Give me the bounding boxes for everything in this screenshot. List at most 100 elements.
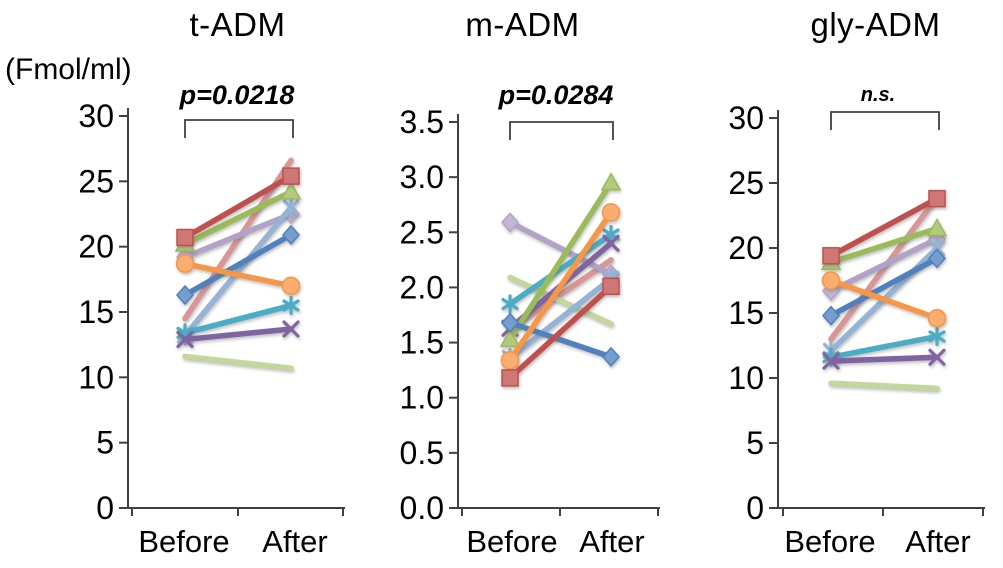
significance-bracket xyxy=(184,119,294,138)
y-tick-label: 5 xyxy=(96,425,114,461)
series-line xyxy=(828,225,940,266)
series-marker-triangle xyxy=(280,181,302,200)
series-marker-diamond xyxy=(601,346,621,368)
series-line xyxy=(507,219,614,277)
y-tick-label: 20 xyxy=(728,230,764,266)
plot-t_adm: 30 25 20 15 10 5 0 xyxy=(78,98,345,526)
y-tick-label: 2.5 xyxy=(400,214,444,250)
series-marker-diamond xyxy=(927,248,947,269)
series-red-square xyxy=(501,277,620,387)
series-marker-x xyxy=(282,320,300,338)
series-marker-x xyxy=(822,352,840,370)
series-line xyxy=(507,231,614,307)
y-tick-label: 20 xyxy=(78,229,114,265)
series-marker-triangle xyxy=(600,172,622,191)
series-blue-diamond xyxy=(500,312,621,368)
series-line xyxy=(182,204,294,339)
series-marker-square xyxy=(501,369,519,387)
y-tick-label: 3.0 xyxy=(400,159,444,195)
series-marker-square xyxy=(822,247,840,265)
plot-gly_adm: 30 25 20 15 10 5 0 xyxy=(728,100,985,526)
series-purple-x xyxy=(822,348,946,370)
series-line xyxy=(182,326,294,343)
series-line xyxy=(182,302,294,336)
series-light-green-line xyxy=(507,274,614,327)
y-tick-label: 1.5 xyxy=(400,325,444,361)
y-tick-label: 10 xyxy=(78,359,114,395)
series-line xyxy=(828,333,940,360)
series-orange-circle xyxy=(175,254,301,296)
y-tick-label: 15 xyxy=(78,294,114,330)
series-line xyxy=(182,260,294,289)
series-line xyxy=(182,353,294,371)
series-line xyxy=(507,179,614,343)
series-salmon-line xyxy=(828,194,940,342)
x-category-before-m-adm: Before xyxy=(466,524,558,559)
y-tick-label: 25 xyxy=(728,165,764,201)
series-blue-diamond xyxy=(821,248,947,326)
series-line xyxy=(828,236,940,294)
p-value-label-t-adm: p=0.0218 xyxy=(179,80,295,110)
axes xyxy=(769,110,985,516)
series-line xyxy=(507,275,614,361)
series-orange-circle xyxy=(821,271,947,328)
series-marker-triangle xyxy=(926,217,948,237)
axes xyxy=(449,114,660,516)
series-marker-x xyxy=(928,348,946,366)
x-category-after-gly-adm: After xyxy=(905,524,971,559)
series-light-green-line xyxy=(828,380,940,392)
series-marker-diamond xyxy=(500,312,520,333)
y-tick-label: 3.5 xyxy=(400,104,444,140)
series-line xyxy=(507,319,614,360)
series-marker-asterisk xyxy=(501,294,519,314)
y-tick-label: 0 xyxy=(96,490,114,526)
plot-m_adm: 3.5 3.0 2.5 2.0 1.5 1.0 0.5 0.0 xyxy=(400,104,660,526)
chart-title-m-adm: m-ADM xyxy=(465,6,580,43)
y-tick-label: 0.0 xyxy=(400,490,444,526)
series-line xyxy=(507,274,614,327)
x-category-after-m-adm: After xyxy=(579,524,645,559)
series-marker-diamond xyxy=(500,212,520,233)
series-green-triangle xyxy=(499,172,622,348)
series-marker-triangle xyxy=(499,328,521,348)
series-line xyxy=(182,189,294,247)
y-tick-label: 2.0 xyxy=(400,269,444,305)
chart-title-t-adm: t-ADM xyxy=(189,6,286,43)
series-light-green-line xyxy=(182,353,294,371)
series-marker-square xyxy=(282,167,300,185)
y-tick-label: 0 xyxy=(746,490,764,526)
series-line xyxy=(828,380,940,392)
series-line xyxy=(828,277,940,321)
y-tick-label: 0.5 xyxy=(400,435,444,471)
y-tick-label: 1.0 xyxy=(400,380,444,416)
series-teal-asterisk xyxy=(176,295,300,343)
x-category-after-t-adm: After xyxy=(262,524,328,559)
y-tick-label: 15 xyxy=(728,295,764,331)
significance-bracket xyxy=(830,111,940,130)
series-line xyxy=(507,283,614,381)
series-marker-circle xyxy=(927,308,947,328)
p-value-label-m-adm: p=0.0284 xyxy=(498,80,614,110)
y-tick-label: 30 xyxy=(78,98,114,134)
series-marker-x xyxy=(602,234,620,252)
series-line xyxy=(507,209,614,363)
y-tick-label: 25 xyxy=(78,163,114,199)
chart-title-gly-adm: gly-ADM xyxy=(810,6,941,43)
series-marker-square xyxy=(176,228,194,247)
series-lavender-diamond xyxy=(175,203,301,268)
series-line xyxy=(828,194,940,342)
series-line xyxy=(828,195,940,259)
series-teal-asterisk xyxy=(501,224,620,314)
series-marker-asterisk xyxy=(928,326,946,346)
series-line xyxy=(828,354,940,364)
series-blue-diamond xyxy=(175,224,301,306)
series-line xyxy=(182,211,294,260)
y-tick-label: 30 xyxy=(728,100,764,136)
y-tick-label: 5 xyxy=(746,425,764,461)
y-axis-unit-label: (Fmol/ml) xyxy=(5,53,132,86)
axes xyxy=(119,108,345,516)
series-red-square xyxy=(822,189,946,265)
series-purple-x xyxy=(176,320,300,349)
series-orange-circle xyxy=(500,203,621,370)
